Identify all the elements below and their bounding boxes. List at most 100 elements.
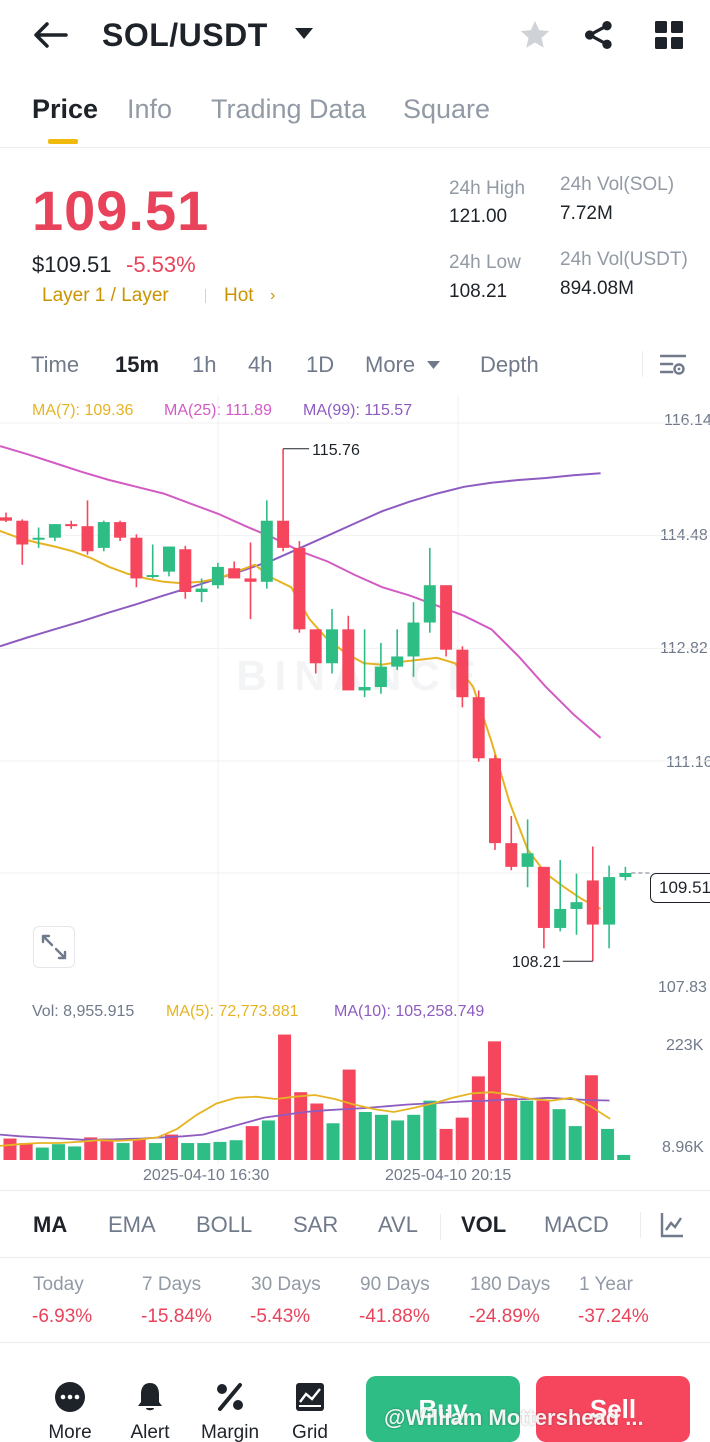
candle [554,860,567,932]
volume-bar [552,1109,566,1160]
tab-info[interactable]: Info [127,94,173,124]
candle [603,865,616,949]
candle [521,819,534,888]
volume-bar [132,1138,146,1160]
timeframe-bar: Time 15m 1h 4h 1D More Depth [0,335,710,395]
candle [407,602,420,677]
vol-ma5-line [0,1091,611,1147]
vol-base-label: 24h Vol(SOL) [560,174,675,195]
candle [195,578,208,603]
nav-grid[interactable]: Grid [270,1380,350,1442]
ind-ma[interactable]: MA [33,1212,68,1237]
hot-tag[interactable]: Hot [224,285,254,306]
tf-divider [642,351,643,377]
perf-label: 180 Days [470,1274,551,1295]
candle [440,585,453,657]
tab-square[interactable]: Square [403,94,491,124]
ind-ema[interactable]: EMA [108,1212,156,1237]
volume-chart[interactable] [0,1000,710,1165]
grid-view-icon[interactable] [655,21,683,49]
candle [619,866,632,881]
candle [570,873,583,935]
volume-bar [84,1137,98,1160]
tf-time[interactable]: Time [31,352,80,377]
buy-button[interactable]: Buy [366,1376,520,1442]
tag-divider [205,289,206,303]
tab-trading-data[interactable]: Trading Data [211,94,367,124]
nav-more[interactable]: More [30,1380,110,1442]
candle [423,547,436,633]
perf-value: -41.88% [359,1306,430,1327]
nav-more-label: More [48,1422,92,1442]
tf-more[interactable]: More [365,352,416,377]
ma99-legend: MA(99): 115.57 [303,402,413,419]
vol-quote-value: 894.08M [560,278,634,299]
candle [342,615,355,691]
price-axis-label: 116.14 [664,412,710,429]
perf-divider [0,1342,710,1343]
indicator-bar [0,1190,710,1258]
layer-tag[interactable]: Layer 1 / Layer [42,285,169,306]
volume-bar [391,1120,405,1160]
nav-margin[interactable]: Margin [190,1380,270,1442]
chevron-right-icon[interactable]: › [270,287,276,304]
chevron-down-icon[interactable] [294,27,314,41]
ind-avl[interactable]: AVL [378,1212,418,1237]
volume-bar [617,1154,631,1160]
volume-bar [471,1076,485,1160]
tf-1h[interactable]: 1h [192,352,217,377]
candle [146,544,159,579]
ind-boll[interactable]: BOLL [196,1212,253,1237]
candle [505,815,518,871]
chart-settings-icon[interactable] [660,353,686,377]
star-icon[interactable] [518,18,552,52]
tf-4h[interactable]: 4h [248,352,273,377]
tf-15m[interactable]: 15m [115,352,160,377]
vol-ma5-legend: MA(5): 72,773.881 [166,1003,299,1020]
volume-bar [584,1075,598,1160]
tab-price[interactable]: Price [32,94,99,124]
nav-alert[interactable]: Alert [110,1380,190,1442]
expand-chart-button[interactable] [33,926,75,968]
share-icon[interactable] [583,18,615,52]
volume-bar [342,1069,356,1160]
tf-depth[interactable]: Depth [480,352,539,377]
candle [309,629,322,674]
time-axis-label: 2025-04-10 20:15 [385,1167,512,1184]
volume-bar [374,1114,388,1160]
candle [179,545,192,599]
high-annotation: 115.76 [312,442,360,459]
tf-1d[interactable]: 1D [306,352,335,377]
candle [211,562,224,589]
perf-value: -5.43% [250,1306,311,1327]
current-price-tag: 109.51 [650,873,710,903]
indicator-settings-icon[interactable] [660,1212,684,1238]
candle [326,608,338,674]
pair-title[interactable]: SOL/USDT [102,17,268,53]
volume-bar [261,1120,275,1160]
top-bar: SOL/USDT [0,0,710,76]
candle [260,500,273,589]
more-caret-icon[interactable] [427,361,440,370]
exchange-watermark: BINANCE [236,652,483,699]
vol-quote-label: 24h Vol(USDT) [560,249,688,270]
volume-bar [504,1097,518,1160]
volume-bar [19,1143,33,1160]
candle [391,629,404,671]
volume-bar [310,1103,324,1160]
back-arrow-icon[interactable] [32,20,68,50]
volume-bar [245,1126,259,1160]
ind-macd[interactable]: MACD [544,1212,609,1237]
candle [472,690,485,762]
candle [586,846,599,962]
ind-vol[interactable]: VOL [461,1212,507,1237]
candle [81,500,94,555]
ind-sar[interactable]: SAR [293,1212,339,1237]
candle [358,629,371,698]
low-label: 24h Low [449,252,521,273]
candle [114,520,127,542]
high-label: 24h High [449,178,526,199]
perf-label: 7 Days [142,1274,202,1295]
sell-button[interactable]: Sell [536,1376,690,1442]
price-chart[interactable]: BINANCE 115.76 108.21 [0,395,710,1000]
